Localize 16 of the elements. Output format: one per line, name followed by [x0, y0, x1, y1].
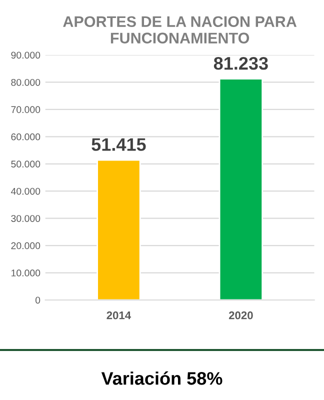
- y-tick-label: 50.000: [11, 160, 40, 168]
- y-tick-label: 0: [35, 296, 40, 304]
- data-label: 51.415: [92, 138, 146, 151]
- y-tick-label: 20.000: [11, 242, 40, 250]
- y-tick-label: 80.000: [11, 78, 40, 86]
- y-tick-label: 60.000: [11, 133, 40, 140]
- y-tick-label: 30.000: [11, 215, 40, 222]
- data-label: 81.233: [214, 56, 268, 70]
- y-tick-label: 90.000: [11, 52, 40, 59]
- chart-title: APORTES DE LA NACION PARA FUNCIONAMIENTO: [63, 16, 297, 44]
- x-tick-label: 2020: [228, 311, 253, 320]
- y-tick-label: 40.000: [10, 188, 40, 195]
- y-tick-label: 70.000: [11, 106, 40, 114]
- x-tick-label: 2014: [106, 311, 131, 320]
- y-tick-label: 10.000: [12, 270, 40, 276]
- text: Variación 58%: [101, 371, 222, 385]
